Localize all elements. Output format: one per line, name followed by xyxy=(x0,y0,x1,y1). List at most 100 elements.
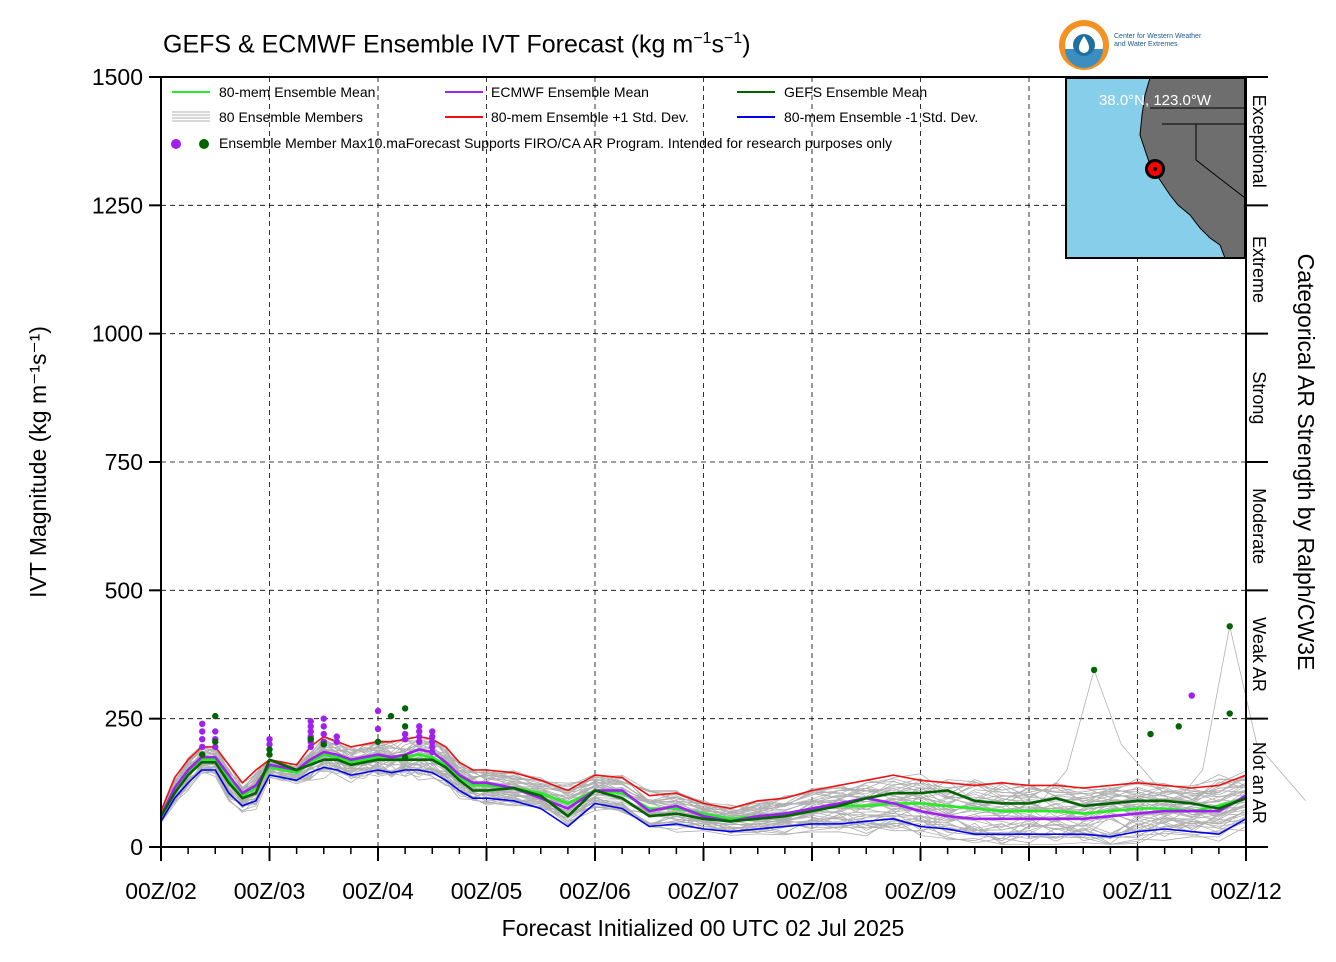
map-marker-center xyxy=(1153,167,1157,171)
x-tick-label: 00Z/12 xyxy=(1210,878,1282,904)
gefs-max-point xyxy=(212,738,219,745)
ecmwf-max-point xyxy=(307,718,314,725)
ecmwf-max-point xyxy=(401,736,409,743)
x-tick-label: 00Z/10 xyxy=(993,878,1065,904)
ecmwf-max-point xyxy=(199,720,206,727)
gefs-max-point xyxy=(266,746,273,753)
legend: 80-mem Ensemble Mean ECMWF Ensemble Mean… xyxy=(171,84,978,151)
title-sup-1: −1 xyxy=(693,30,712,47)
ecmwf-max-point xyxy=(266,741,273,748)
ensemble-members xyxy=(160,626,1306,845)
ecmwf-max-point xyxy=(333,738,340,745)
y-tick-label: 500 xyxy=(105,577,143,603)
y-tick-label: 0 xyxy=(130,834,143,860)
legend-ens-mean: 80-mem Ensemble Mean xyxy=(219,84,375,100)
cw3e-logo-icon xyxy=(1059,20,1109,70)
map-location-label: 38.0°N, 123.0°W xyxy=(1099,92,1212,109)
ensemble-member-line xyxy=(160,759,1247,834)
logo-line-1: Center for Western Weather xyxy=(1114,33,1202,40)
gefs-max-point xyxy=(212,712,219,720)
x-tick-label: 00Z/07 xyxy=(668,878,740,904)
category-label: Not an AR xyxy=(1249,742,1269,824)
ecmwf-max-point xyxy=(416,738,423,745)
gefs-max-point xyxy=(401,705,409,712)
x-tick-label: 00Z/05 xyxy=(451,878,523,904)
gefs-max-point xyxy=(266,751,273,758)
gefs-max-point xyxy=(401,723,409,730)
ecmwf-max-point xyxy=(212,728,219,735)
gefs-max-point xyxy=(199,751,206,758)
map-borders xyxy=(1150,107,1246,199)
ecmwf-max-point xyxy=(429,743,436,751)
legend-swatch-members xyxy=(172,111,210,122)
title-main: GEFS & ECMWF Ensemble IVT Forecast (kg m xyxy=(163,30,694,59)
ecmwf-max-point xyxy=(333,733,340,740)
ecmwf-max-point xyxy=(429,738,436,745)
ecmwf-max-point xyxy=(199,736,206,743)
ecmwf-max-point xyxy=(320,723,327,730)
series-line-gefs-mean xyxy=(159,758,1247,823)
x-axis-label: Forecast Initialized 00 UTC 02 Jul 2025 xyxy=(502,915,905,941)
ecmwf-max-point xyxy=(429,748,436,756)
legend-ecmwf-dot xyxy=(171,139,181,149)
ecmwf-max-point xyxy=(374,725,382,733)
gefs-max-point xyxy=(401,753,409,761)
series-line-ecmwf-mean xyxy=(159,748,1247,823)
logo-text: Center for Western Weather and Water Ext… xyxy=(1114,33,1244,49)
legend-minus-std: 80-mem Ensemble -1 Std. Dev. xyxy=(784,109,978,125)
max-points xyxy=(199,623,1233,761)
x-tick-label: 00Z/02 xyxy=(125,878,197,904)
gefs-max-point xyxy=(387,712,395,720)
gefs-max-point xyxy=(1175,723,1182,730)
ecmwf-max-point xyxy=(320,715,327,722)
chart-title: GEFS & ECMWF Ensemble IVT Forecast (kg m… xyxy=(163,30,751,59)
legend-plus-std: 80-mem Ensemble +1 Std. Dev. xyxy=(491,109,689,125)
x-tick-label: 00Z/06 xyxy=(559,878,631,904)
logo-line-2: and Water Extremes xyxy=(1114,41,1178,48)
x-tick-label: 00Z/03 xyxy=(234,878,306,904)
legend-gefs-dot xyxy=(199,139,209,149)
axes: 0 250 500 750 1000 1250 1500 00Z/02 00Z/03 00Z/04… xyxy=(92,64,1282,904)
ecmwf-max-point xyxy=(401,730,409,738)
x-tick-label: 00Z/08 xyxy=(776,878,848,904)
legend-max-dots: Ensemble Member Max10.maForecast Support… xyxy=(219,135,892,151)
ecmwf-max-point xyxy=(416,733,423,740)
series-line-minus-std xyxy=(160,766,1247,838)
ecmwf-max-point xyxy=(1188,692,1195,699)
legend-gefs-mean: GEFS Ensemble Mean xyxy=(784,84,927,100)
x-tick-label: 00Z/09 xyxy=(885,878,957,904)
title-sup-2: −1 xyxy=(723,30,743,47)
legend-ecmwf-mean: ECMWF Ensemble Mean xyxy=(491,84,649,100)
y-tick-label: 1250 xyxy=(92,192,143,218)
ensemble-member-line xyxy=(160,765,1247,845)
title-mid: s xyxy=(711,30,724,59)
category-label: Weak AR xyxy=(1249,617,1269,692)
inset-map: 38.0°N, 123.0°W xyxy=(1065,77,1246,259)
ecmwf-max-point xyxy=(416,723,423,730)
x-tick-label: 00Z/11 xyxy=(1103,878,1173,904)
grid-lines xyxy=(161,77,1246,847)
y-axis-label: IVT Magnitude (kg m⁻¹s⁻¹) xyxy=(25,326,51,598)
ecmwf-max-point xyxy=(429,728,436,735)
ecmwf-max-point xyxy=(320,730,327,738)
ecmwf-max-point xyxy=(429,733,436,740)
y-tick-label: 250 xyxy=(105,706,143,732)
ecmwf-max-point xyxy=(212,743,219,751)
category-label: Moderate xyxy=(1249,488,1269,564)
ar-categories: Not an AR Weak AR Moderate Strong Extreme Exc… xyxy=(1246,76,1269,848)
gefs-max-point xyxy=(374,738,382,745)
cw3e-logo: Center for Western Weather and Water Ext… xyxy=(1058,19,1238,73)
category-label: Exceptional xyxy=(1249,95,1269,188)
gefs-max-point xyxy=(1226,710,1233,717)
x-tick-label: 00Z/04 xyxy=(342,878,414,904)
category-label: Strong xyxy=(1249,371,1269,424)
y-tick-label: 1500 xyxy=(92,64,143,90)
series-line-plus-std xyxy=(160,735,1247,812)
y-tick-label: 1000 xyxy=(92,321,143,347)
y-tick-label: 750 xyxy=(105,449,143,475)
ecmwf-max-point xyxy=(199,743,206,751)
ecmwf-max-point xyxy=(307,723,314,730)
gefs-max-point xyxy=(320,741,327,748)
series-line-ens-mean xyxy=(159,753,1247,821)
